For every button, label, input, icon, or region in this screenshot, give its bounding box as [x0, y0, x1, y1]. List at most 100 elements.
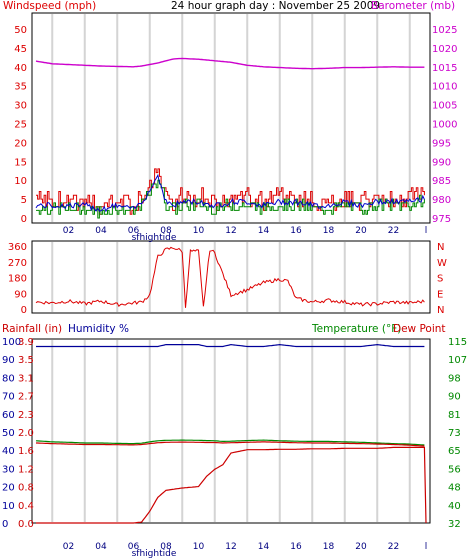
humidity-tick: 60 — [2, 410, 15, 421]
rainfall-tick: 0.8 — [18, 483, 34, 494]
direction-panel-frame — [31, 240, 431, 314]
rainfall-tick: 1.2 — [18, 464, 34, 475]
windspeed-tick: 20 — [14, 138, 27, 149]
wind-x-tick: 02 — [63, 226, 74, 236]
windspeed-tick: 10 — [14, 176, 27, 187]
temperature-tick: 90 — [448, 392, 461, 403]
rainfall-tick: 0.0 — [18, 519, 34, 530]
temp-x-tick: 04 — [95, 542, 107, 552]
humidity-tick: 50 — [2, 428, 15, 439]
rainfall-tick: 3.5 — [18, 355, 34, 366]
direction-compass-tick: S — [437, 274, 443, 285]
temperature-tick: 56 — [448, 464, 461, 475]
direction-tick: 270 — [8, 258, 27, 269]
wind-panel-frame — [31, 12, 431, 224]
windspeed-tick: 30 — [14, 101, 27, 112]
temperature-tick: 40 — [448, 501, 461, 512]
humidity-tick: 70 — [2, 392, 15, 403]
direction-compass-tick: N — [437, 305, 444, 316]
temperature-tick: 32 — [448, 519, 461, 530]
windspeed-tick: 15 — [14, 157, 27, 168]
wind-x-tick: 16 — [290, 226, 302, 236]
barometer-line — [35, 57, 425, 70]
humidity-tick: 80 — [2, 373, 15, 384]
wind-x-tick: 20 — [355, 226, 367, 236]
windspeed-axis-label: Windspeed (mph) — [3, 0, 97, 12]
humidity-tick: 30 — [2, 464, 15, 475]
gridlines — [51, 14, 411, 522]
direction-tick: 180 — [8, 274, 27, 285]
wind-x-tick: 10 — [193, 226, 205, 236]
wind-direction-line — [35, 246, 425, 308]
temp-panel-frame — [31, 338, 431, 524]
rainfall-axis-label: Rainfall (in) — [2, 323, 63, 335]
rainfall-tick: 2.0 — [18, 428, 34, 439]
temperature-axis-label: Temperature (°F) — [312, 323, 402, 335]
direction-compass-tick: W — [437, 258, 447, 269]
humidity-tick: 90 — [2, 355, 15, 366]
temp-x-tick: l — [425, 542, 428, 552]
rainfall-line — [36, 446, 427, 524]
temperature-tick: 65 — [448, 446, 461, 457]
barometer-tick: 990 — [432, 157, 451, 168]
rainfall-tick: 1.6 — [18, 446, 34, 457]
windspeed-tick: 50 — [14, 25, 27, 36]
windspeed-tick: 40 — [14, 63, 27, 74]
temp-x-tick: 06 — [128, 542, 140, 552]
temp-x-tick: 18 — [323, 542, 335, 552]
temp-x-tick: 16 — [290, 542, 302, 552]
barometer-tick: 1000 — [432, 120, 457, 131]
barometer-tick: 1015 — [432, 63, 457, 74]
direction-tick: 360 — [8, 242, 27, 253]
temp-x-tick: 02 — [63, 542, 74, 552]
direction-tick: 90 — [14, 289, 27, 300]
rainfall-tick: 3.1 — [18, 373, 34, 384]
chart-title: 24 hour graph day : November 25 2009 — [171, 0, 381, 12]
wind-x-tick: 22 — [388, 226, 399, 236]
temp-x-tick: 08 — [160, 542, 172, 552]
barometer-tick: 1020 — [432, 44, 457, 55]
direction-tick: 0 — [21, 305, 27, 316]
direction-compass-tick: N — [437, 242, 444, 253]
windspeed-tick: 45 — [14, 44, 27, 55]
wind-x-tick: 18 — [323, 226, 335, 236]
humidity-tick: 0 — [2, 519, 8, 530]
wind-x-tick: 08 — [160, 226, 172, 236]
humidity-tick: 20 — [2, 483, 15, 494]
windspeed-tick: 35 — [14, 82, 27, 93]
windspeed-tick: 0 — [21, 214, 27, 225]
wind-x-tick: l — [425, 226, 428, 236]
barometer-tick: 975 — [432, 214, 451, 225]
tick-labels: 02 04 06 08 10 12 14 16 18 20 22 l02 04 06 08 10 12 14 16 1… — [2, 25, 467, 552]
wind-x-tick: 06 — [128, 226, 140, 236]
tide-label-bottom: sfhightide — [132, 549, 177, 559]
barometer-tick: 980 — [432, 195, 451, 206]
wind-x-tick: 14 — [258, 226, 270, 236]
tide-label: sfhightide — [132, 233, 177, 243]
temp-x-tick: 22 — [388, 542, 399, 552]
barometer-axis-label: Barometer (mb) — [371, 0, 456, 12]
windspeed-gust-line — [36, 168, 425, 215]
rainfall-tick: 2.7 — [18, 392, 34, 403]
windspeed-avg-line — [35, 173, 425, 213]
barometer-tick: 1005 — [432, 101, 457, 112]
temperature-tick: 48 — [448, 483, 461, 494]
rainfall-tick: 0.4 — [18, 501, 34, 512]
barometer-tick: 1010 — [432, 82, 457, 93]
windspeed-low-line — [36, 179, 425, 219]
temp-x-tick: 20 — [355, 542, 367, 552]
temp-x-tick: 14 — [258, 542, 270, 552]
rainfall-tick: 2.3 — [18, 410, 34, 421]
dewpoint-axis-label: Dew Point — [393, 323, 446, 335]
windspeed-tick: 5 — [21, 195, 27, 206]
temperature-tick: 107 — [448, 355, 467, 366]
humidity-axis-label: Humidity % — [68, 323, 129, 335]
barometer-tick: 1025 — [432, 25, 457, 36]
temperature-tick: 73 — [448, 428, 461, 439]
humidity-tick: 100 — [2, 337, 21, 348]
temperature-line — [35, 439, 425, 446]
wind-x-tick: 04 — [95, 226, 107, 236]
windspeed-tick: 25 — [14, 120, 27, 131]
humidity-tick: 40 — [2, 446, 15, 457]
